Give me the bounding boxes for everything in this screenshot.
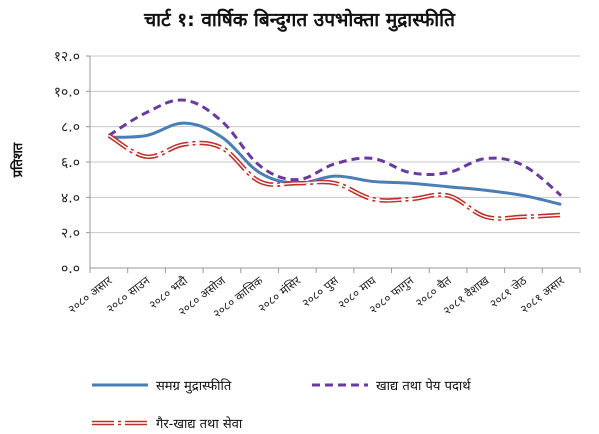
legend-label: समग्र मुद्रास्फीति [156,378,232,394]
legend-label: खाद्य तथा पेय पदार्थ [376,378,472,394]
legend-item: गैर-खाद्य तथा सेवा [92,416,243,432]
y-tick-label: १२.० [54,49,80,65]
chart-title: चार्ट १: वार्षिक बिन्दुगत उपभोक्ता मुद्र… [144,9,455,31]
legend: समग्र मुद्रास्फीति खाद्य तथा पेय पदार्थ गै… [92,378,472,432]
legend-item: समग्र मुद्रास्फीति [92,378,232,394]
y-tick-label: ६.० [61,155,80,171]
series-3 [107,133,562,221]
series-lines [107,98,563,221]
y-tick-label: १०.० [54,84,80,100]
axes [86,55,581,273]
y-tick-labels: ०.० २.० ४.० ६.० ८.० १०.० १२.० [54,49,80,277]
y-tick-label: ०.० [61,261,80,277]
grid-lines [90,55,580,234]
y-tick-label: ४.० [61,190,80,206]
x-tick-label: २०८० मंसिर [255,273,303,315]
x-tick-label: २०८० साउन [104,273,153,316]
y-tick-label: २.० [61,226,80,242]
legend-label: गैर-खाद्य तथा सेवा [156,416,243,432]
legend-item: खाद्य तथा पेय पदार्थ [312,378,472,394]
y-axis-label: प्रतिशत [10,142,26,178]
x-tick-label: २०८० पुस [299,273,341,311]
y-tick-label: ८.० [61,120,80,136]
